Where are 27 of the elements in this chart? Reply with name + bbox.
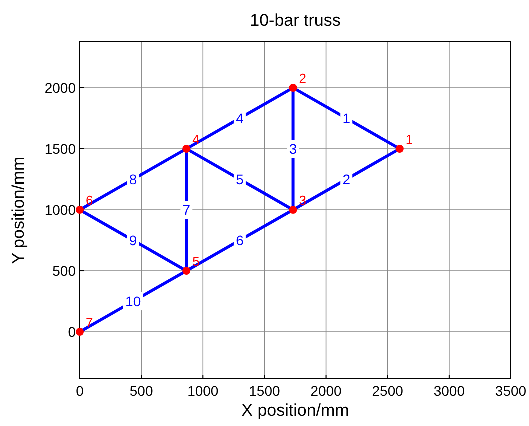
x-tick-label: 2000 bbox=[310, 383, 342, 399]
annotation: 1 bbox=[406, 132, 414, 148]
x-tick-label: 500 bbox=[130, 383, 154, 399]
series-label: 6 bbox=[236, 232, 244, 249]
series-label: 4 bbox=[236, 110, 244, 126]
series-label: 10 bbox=[126, 294, 142, 310]
x-axis-title: X position/mm bbox=[242, 401, 350, 420]
chart-title: 10-bar truss bbox=[250, 11, 341, 30]
y-tick-label: 500 bbox=[52, 263, 76, 280]
y-tick-label: 1000 bbox=[44, 202, 76, 218]
y-tick-label: 2000 bbox=[44, 80, 76, 96]
series-label: 7 bbox=[182, 202, 191, 218]
series-label: 8 bbox=[129, 172, 138, 188]
annotation: 2 bbox=[299, 71, 307, 86]
x-tick-label: 1500 bbox=[249, 383, 280, 399]
series-label: 3 bbox=[289, 141, 298, 158]
series-label: 1 bbox=[342, 110, 351, 126]
series-label: 9 bbox=[129, 232, 138, 249]
x-tick-label: 1000 bbox=[188, 383, 219, 399]
series-label: 5 bbox=[236, 172, 244, 188]
x-tick-label: 3500 bbox=[495, 383, 527, 399]
y-tick-label: 0 bbox=[68, 324, 76, 340]
y-tick-label: 1500 bbox=[44, 141, 76, 158]
series-label: 2 bbox=[342, 172, 351, 188]
x-tick-label: 3000 bbox=[434, 383, 466, 399]
y-axis-title: Y position/mm bbox=[9, 156, 28, 264]
x-tick-label: 2500 bbox=[372, 383, 404, 399]
